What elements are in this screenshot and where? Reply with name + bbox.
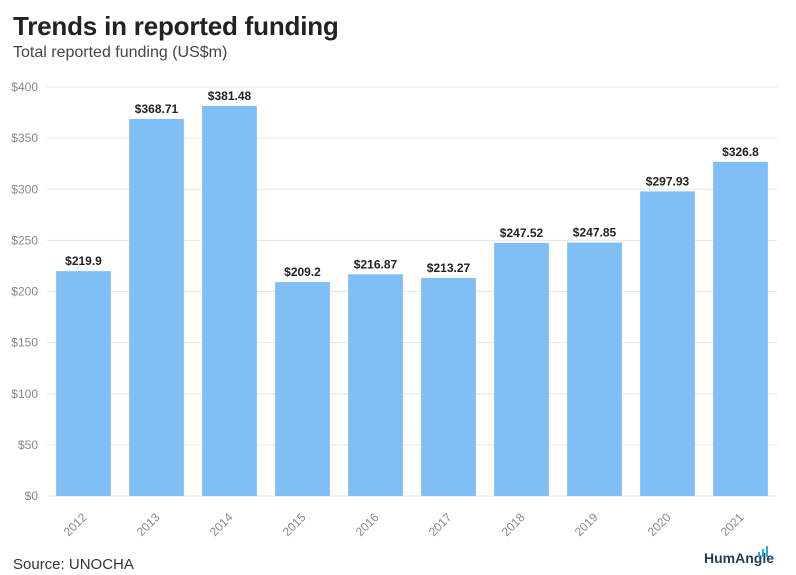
y-tick-label: $350 — [11, 131, 38, 145]
x-tick-label: 2018 — [499, 510, 528, 539]
data-label-2014: $381.48 — [208, 89, 252, 103]
data-label-2015: $209.2 — [284, 265, 321, 279]
x-tick-label: 2012 — [61, 510, 90, 539]
y-tick-label: $100 — [11, 387, 38, 401]
x-tick-label: 2017 — [426, 510, 455, 539]
data-label-2013: $368.71 — [135, 102, 179, 116]
data-label-2017: $213.27 — [427, 261, 471, 275]
x-tick-label: 2020 — [645, 510, 674, 539]
bar-2012 — [56, 271, 111, 496]
y-tick-label: $250 — [11, 233, 38, 247]
bar-2020 — [640, 191, 695, 496]
chart-title: Trends in reported funding — [13, 11, 339, 41]
bar-2017 — [421, 277, 476, 496]
source-note: Source: UNOCHA — [13, 556, 134, 573]
bar-2019 — [567, 242, 622, 496]
y-tick-label: $400 — [11, 80, 38, 94]
data-label-2021: $326.8 — [722, 145, 759, 159]
x-tick-label: 2016 — [353, 510, 382, 539]
x-tick-label: 2015 — [280, 510, 309, 539]
x-tick-label: 2019 — [572, 510, 601, 539]
bar-2021 — [713, 161, 768, 497]
x-tick-label: 2013 — [134, 510, 163, 539]
bars-logo-icon — [758, 546, 768, 557]
data-label-2012: $219.9 — [65, 254, 102, 268]
data-label-2016: $216.87 — [354, 257, 398, 271]
y-tick-label: $150 — [11, 336, 38, 350]
y-tick-label: $0 — [25, 489, 39, 503]
bar-chart: $0 $50 $100 $150 $200 $250 $300 $350 $400 $219.9… — [11, 80, 777, 539]
chart-subtitle: Total reported funding (US$m) — [13, 44, 228, 61]
data-label-2019: $247.85 — [573, 226, 617, 240]
bars — [56, 105, 768, 497]
humangle-logo: HumAngle — [704, 546, 774, 566]
bar-2015 — [275, 282, 330, 496]
bar-2014 — [202, 105, 257, 496]
data-label-2020: $297.93 — [646, 174, 690, 188]
y-tick-label: $200 — [11, 285, 38, 299]
y-axis: $0 $50 $100 $150 $200 $250 $300 $350 $400 — [11, 80, 38, 503]
y-tick-label: $50 — [18, 438, 38, 452]
bar-2016 — [348, 274, 403, 496]
bar-2018 — [494, 242, 549, 496]
x-tick-label: 2014 — [207, 510, 236, 539]
x-tick-label: 2021 — [718, 510, 747, 539]
data-label-2018: $247.52 — [500, 226, 544, 240]
x-axis: 2012 2013 2014 2015 2016 2017 2018 2019 2020 2021 — [61, 510, 747, 539]
bar-2013 — [129, 118, 184, 497]
logo-text: HumAngle — [704, 550, 774, 566]
y-tick-label: $300 — [11, 182, 38, 196]
data-labels: $219.9 $368.71 $381.48 $209.2 $216.87 $213.27… — [65, 89, 759, 279]
